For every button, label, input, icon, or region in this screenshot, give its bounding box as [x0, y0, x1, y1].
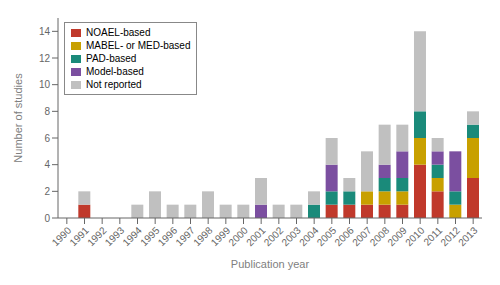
svg-text:2006: 2006: [332, 224, 356, 248]
svg-text:2005: 2005: [315, 224, 339, 248]
svg-text:1993: 1993: [103, 224, 127, 248]
svg-text:2: 2: [44, 186, 50, 197]
svg-text:2000: 2000: [226, 224, 250, 248]
svg-text:2012: 2012: [438, 224, 462, 248]
svg-text:2011: 2011: [421, 224, 445, 248]
svg-text:1990: 1990: [50, 224, 74, 248]
svg-text:8: 8: [44, 106, 50, 117]
svg-text:10: 10: [39, 79, 51, 90]
svg-text:1996: 1996: [156, 224, 180, 248]
svg-text:Number of studies: Number of studies: [12, 73, 24, 163]
svg-text:Publication year: Publication year: [231, 258, 310, 270]
svg-text:1998: 1998: [191, 224, 215, 248]
html-text:PAD-based: PAD-based: [86, 53, 137, 64]
svg-text:0: 0: [44, 213, 50, 224]
svg-text:1991: 1991: [67, 224, 91, 248]
svg-text:2009: 2009: [385, 224, 409, 248]
svg-text:2008: 2008: [368, 224, 392, 248]
svg-text:4: 4: [44, 159, 50, 170]
svg-text:1997: 1997: [173, 224, 197, 248]
svg-text:2010: 2010: [403, 224, 427, 248]
svg-text:1992: 1992: [85, 224, 109, 248]
svg-text:2013: 2013: [456, 224, 480, 248]
svg-text:2003: 2003: [279, 224, 303, 248]
html-text:Model-based: Model-based: [86, 66, 144, 77]
svg-text:14: 14: [39, 26, 51, 37]
svg-text:12: 12: [39, 53, 51, 64]
html-text:NOAEL-based: NOAEL-based: [86, 27, 151, 38]
svg-text:1999: 1999: [209, 224, 233, 248]
svg-text:2001: 2001: [244, 224, 268, 248]
svg-text:1994: 1994: [120, 224, 144, 248]
svg-text:2007: 2007: [350, 224, 374, 248]
html-text:Not reported: Not reported: [86, 79, 142, 90]
svg-text:1995: 1995: [138, 224, 162, 248]
svg-text:6: 6: [44, 133, 50, 144]
svg-text:2004: 2004: [297, 224, 321, 248]
svg-text:2002: 2002: [262, 224, 286, 248]
html-text:MABEL- or MED-based: MABEL- or MED-based: [86, 40, 191, 51]
